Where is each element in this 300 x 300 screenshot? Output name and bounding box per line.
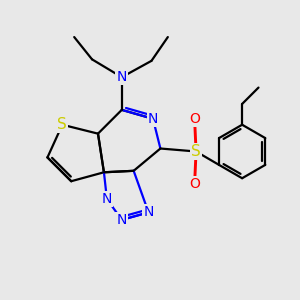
Text: N: N: [143, 206, 154, 219]
Text: O: O: [189, 177, 200, 191]
Text: S: S: [57, 117, 67, 132]
Text: S: S: [191, 144, 201, 159]
Text: N: N: [148, 112, 158, 126]
Text: N: N: [117, 70, 127, 84]
Text: N: N: [102, 192, 112, 206]
Text: O: O: [189, 112, 200, 126]
Text: N: N: [117, 213, 127, 227]
